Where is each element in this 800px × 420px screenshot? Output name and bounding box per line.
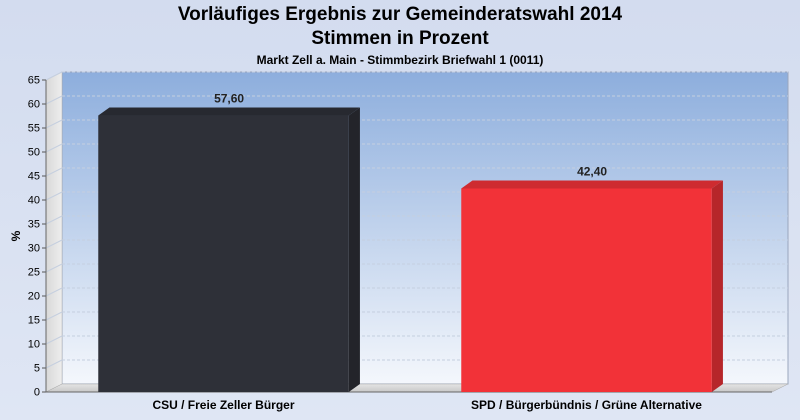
gridline-wall — [45, 287, 63, 297]
x-tick-label: SPD / Bürgerbündnis / Grüne Alternative — [471, 398, 702, 412]
chart-subtitle: Stimmen in Prozent — [311, 28, 489, 49]
y-tick-label: 40 — [28, 195, 40, 207]
bar-top — [461, 180, 723, 189]
gridline-wall — [45, 191, 63, 201]
gridline-wall — [45, 95, 63, 105]
gridline-wall — [45, 335, 63, 345]
gridline-wall — [45, 239, 63, 249]
bar-value-label: 42,40 — [577, 164, 607, 178]
bar-side — [348, 107, 360, 393]
chart-title: Vorläufiges Ergebnis zur Gemeinderatswah… — [177, 4, 623, 25]
gridline-wall — [45, 359, 63, 369]
bar-top — [98, 107, 360, 116]
gridline-wall — [45, 119, 63, 129]
y-tick-label: 55 — [28, 123, 40, 135]
gridline-wall — [45, 143, 63, 153]
y-tick-label: 20 — [28, 291, 40, 303]
y-tick-label: 5 — [34, 363, 40, 375]
gridline-wall — [45, 215, 63, 225]
x-tick-label: CSU / Freie Zeller Bürger — [152, 398, 294, 412]
bar[interactable] — [461, 188, 712, 392]
y-axis-label: % — [9, 230, 23, 241]
y-tick-label: 65 — [28, 75, 40, 87]
gridline-wall — [45, 311, 63, 321]
y-tick-label: 10 — [28, 339, 40, 351]
y-tick-label: 60 — [28, 99, 40, 111]
y-tick-label: 25 — [28, 267, 40, 279]
y-tick-label: 45 — [28, 171, 40, 183]
bar-side — [711, 180, 723, 392]
y-tick-label: 15 — [28, 315, 40, 327]
chart-caption: Markt Zell a. Main - Stimmbezirk Briefwa… — [256, 53, 544, 67]
bar[interactable] — [98, 115, 349, 393]
bar-value-label: 57,60 — [214, 92, 244, 106]
plot-left-wall — [45, 71, 63, 393]
y-tick-label: 35 — [28, 219, 40, 231]
gridline-wall — [45, 167, 63, 177]
gridline-wall — [45, 71, 63, 81]
gridline-wall — [45, 263, 63, 273]
y-tick-label: 0 — [34, 387, 40, 399]
y-tick-label: 30 — [28, 243, 40, 255]
y-tick-label: 50 — [28, 147, 40, 159]
